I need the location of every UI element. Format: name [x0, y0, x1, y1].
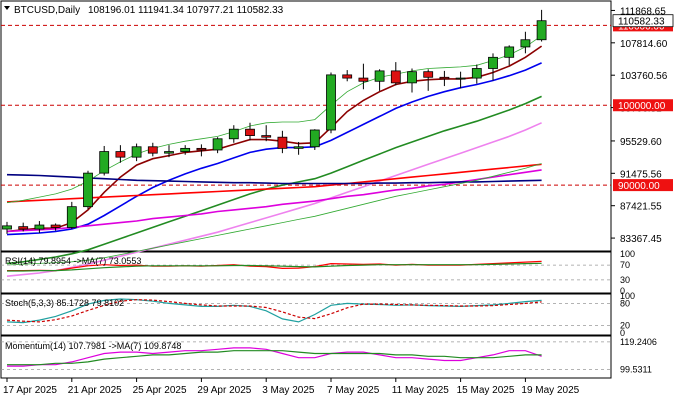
time-tick-label-0: 17 Apr 2025 — [3, 385, 57, 396]
price-tick-label-2: 103760.56 — [620, 71, 668, 82]
momentum-panel-frame — [0, 335, 612, 379]
candle-body-23 — [374, 70, 385, 82]
candle-body-4 — [66, 206, 77, 228]
price-tick-label-1: 107814.60 — [620, 39, 668, 50]
candle-body-19 — [309, 129, 320, 148]
stoch-series-1 — [6, 299, 542, 323]
ma-line-6 — [6, 173, 542, 185]
candle-body-30 — [488, 56, 498, 69]
candle-body-3 — [50, 224, 61, 228]
candle-body-2 — [34, 224, 45, 230]
time-tick-label-7: 15 May 2025 — [457, 385, 515, 396]
level-label-bg-1 — [613, 99, 673, 112]
candle-body-11 — [180, 147, 191, 152]
rsi-tick-label-2: 30 — [620, 275, 630, 285]
ma-line-7 — [6, 35, 542, 204]
time-axis: 17 Apr 2025 21 Apr 2025 25 Apr 2025 29 Apr … — [3, 378, 580, 396]
price-panel-frame — [0, 0, 612, 252]
rsi-panel-frame — [0, 251, 612, 294]
price-axis: 111868.65107814.60103760.5699706.5195529… — [611, 6, 674, 375]
rsi-tick-label-0: 100 — [620, 249, 635, 259]
candle-body-5 — [83, 172, 93, 208]
ma-line-8 — [6, 163, 542, 266]
rsi-title: RSI(14) 79.8954 ->MA(7) 73.0553 — [5, 256, 141, 266]
rsi-tick-label-3: 0 — [620, 286, 625, 296]
time-tick-label-2: 25 Apr 2025 — [133, 385, 187, 396]
ma-line-4 — [6, 163, 542, 203]
candle-body-24 — [390, 70, 401, 84]
candle-body-28 — [455, 77, 466, 80]
time-tick-label-4: 3 May 2025 — [262, 385, 315, 396]
candle-body-21 — [342, 74, 353, 79]
current-price-bg — [612, 14, 674, 28]
candle-body-18 — [293, 146, 304, 149]
price-tick-label-7: 83367.45 — [620, 234, 662, 245]
price-tick-label-6: 87421.55 — [620, 202, 662, 213]
ma-line-0 — [6, 45, 543, 233]
level-label-2: 90000.00 — [618, 181, 660, 192]
price-tick-label-4: 95529.60 — [620, 137, 662, 148]
time-tick-label-6: 11 May 2025 — [392, 385, 450, 396]
stoch-tick-label-3: 0 — [620, 328, 625, 338]
candle-body-14 — [228, 128, 239, 140]
level-label-bg-2 — [613, 179, 673, 192]
candle-body-1 — [18, 226, 29, 230]
current-price-label: 110582.33 — [618, 17, 665, 28]
rsi-tick-label-1: 70 — [620, 260, 630, 270]
candle-body-17 — [277, 136, 288, 149]
stoch-tick-label-2: 20 — [620, 321, 630, 331]
candle-body-6 — [99, 151, 110, 174]
candle-body-10 — [164, 151, 174, 154]
momentum-series-0 — [7, 347, 542, 367]
price-tick-label-5: 91475.56 — [620, 169, 662, 180]
time-tick-label-8: 19 May 2025 — [521, 385, 579, 396]
candle-body-33 — [536, 20, 547, 41]
level-lines — [1, 24, 611, 186]
momentum-series-1 — [7, 350, 542, 366]
momentum-tick-label-1: 99.5311 — [620, 365, 652, 375]
candle-body-13 — [212, 138, 223, 151]
candle-body-9 — [147, 146, 158, 154]
rsi-series-1 — [7, 262, 542, 272]
candle-body-7 — [115, 151, 126, 158]
candle-body-26 — [423, 71, 434, 78]
ma-line-3 — [6, 122, 542, 277]
stoch-tick-label-1: 80 — [620, 298, 630, 308]
candle-body-22 — [358, 77, 369, 82]
candle-body-8 — [131, 146, 142, 158]
stoch-title: Stoch(5,3,3) 85.1728 79.8102 — [5, 298, 124, 308]
stoch-tick-label-0: 100 — [620, 291, 635, 301]
price-tick-label-0: 111868.65 — [620, 6, 666, 17]
candle-body-0 — [2, 225, 12, 230]
candle-body-31 — [504, 46, 515, 58]
candle-body-15 — [245, 128, 255, 136]
candle-body-29 — [471, 68, 482, 79]
momentum-title: Momentum(14) 107.7981 ->MA(7) 109.8748 — [5, 341, 181, 351]
ma-line-2 — [6, 95, 542, 265]
momentum-tick-label-0: 119.2406 — [620, 337, 657, 347]
candle-body-20 — [326, 74, 336, 131]
candle-body-16 — [261, 135, 272, 138]
collapse-arrow-icon[interactable] — [4, 6, 10, 10]
level-label-1: 100000.00 — [618, 101, 666, 112]
time-tick-label-1: 21 Apr 2025 — [68, 385, 122, 396]
candle-body-32 — [520, 39, 531, 48]
price-plot — [2, 9, 547, 277]
symbol-label: BTCUSD,Daily — [14, 5, 80, 16]
ma-line-5 — [6, 169, 542, 233]
ma-line-1 — [6, 62, 542, 236]
ohlc-values: 108196.01 111941.34 107977.21 110582.33 — [88, 5, 284, 16]
time-tick-label-3: 29 Apr 2025 — [197, 385, 251, 396]
time-tick-label-5: 7 May 2025 — [327, 385, 380, 396]
candle-body-25 — [407, 71, 417, 84]
candle-body-27 — [439, 76, 450, 80]
indicator-plots — [1, 260, 611, 371]
candle-body-12 — [196, 147, 207, 151]
symbol-header: BTCUSD,Daily 108196.01 111941.34 107977.… — [4, 5, 284, 16]
